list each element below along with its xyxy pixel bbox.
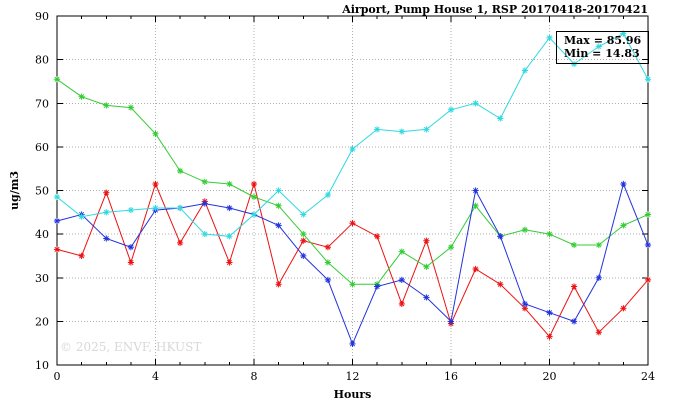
min-annotation: Min = 14.83 bbox=[564, 47, 640, 60]
x-tick-label: 16 bbox=[444, 370, 458, 383]
y-tick-label: 20 bbox=[35, 315, 49, 328]
chart-title: Airport, Pump House 1, RSP 20170418-2017… bbox=[342, 3, 648, 16]
x-tick-label: 8 bbox=[251, 370, 258, 383]
series-cyan-markers bbox=[53, 30, 652, 240]
x-axis-label: Hours bbox=[333, 388, 372, 401]
y-axis-label: ug/m3 bbox=[8, 171, 21, 210]
x-tick-label: 24 bbox=[641, 370, 655, 383]
y-tick-label: 40 bbox=[35, 228, 49, 241]
y-tick-label: 60 bbox=[35, 141, 49, 154]
max-annotation: Max = 85.96 bbox=[564, 34, 642, 47]
y-tick-label: 90 bbox=[35, 10, 49, 23]
maxmin-annotation-box: Max = 85.96 Min = 14.83 bbox=[556, 31, 650, 64]
x-tick-label: 12 bbox=[346, 370, 360, 383]
x-tick-label: 0 bbox=[54, 370, 61, 383]
y-tick-label: 30 bbox=[35, 272, 49, 285]
x-tick-label: 4 bbox=[152, 370, 159, 383]
y-tick-label: 70 bbox=[35, 97, 49, 110]
y-tick-label: 10 bbox=[35, 359, 49, 372]
y-tick-label: 50 bbox=[35, 185, 49, 198]
watermark: © 2025, ENVF, HKUST bbox=[60, 340, 202, 354]
y-tick-label: 80 bbox=[35, 54, 49, 67]
x-tick-label: 20 bbox=[543, 370, 557, 383]
series-red-markers bbox=[53, 180, 652, 340]
